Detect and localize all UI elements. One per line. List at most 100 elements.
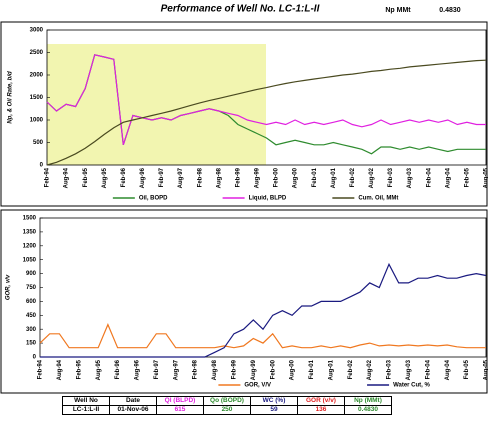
x-tick-label: Feb-94 — [45, 167, 51, 187]
plot-frame — [39, 217, 487, 358]
x-tick-label: Feb-99 — [231, 359, 237, 379]
highlight-region — [47, 44, 266, 165]
panel-frame — [0, 209, 488, 394]
x-tick-label: Aug-96 — [135, 359, 141, 380]
table-cell: 59 — [250, 405, 298, 415]
y-axis-label: GOR, v/v — [6, 274, 12, 300]
x-tick-label: Feb-96 — [121, 167, 127, 187]
table-cell: 0.4830 — [344, 405, 392, 415]
legend-label: Oil, BOPD — [139, 196, 168, 202]
x-tick-label: Feb-05 — [464, 359, 470, 379]
x-tick-label: Feb-01 — [312, 167, 318, 187]
x-tick-label: Aug-03 — [407, 167, 413, 188]
x-tick-label: Feb-04 — [426, 167, 432, 187]
x-tick-label: Feb-02 — [350, 167, 356, 187]
column-header: Qo (BOPD) — [203, 396, 251, 406]
y-tick-label: 600 — [26, 299, 37, 305]
x-tick-label: Aug-95 — [102, 167, 108, 188]
y-tick-label: 150 — [26, 341, 37, 347]
y-tick-label: 1350 — [23, 229, 37, 235]
series-line — [40, 262, 487, 358]
x-tick-label: Feb-95 — [76, 359, 82, 379]
x-tick-label: Feb-99 — [235, 167, 241, 187]
x-tick-label: Aug-94 — [57, 359, 63, 380]
y-tick-label: 1000 — [30, 118, 44, 124]
y-tick-label: 3000 — [30, 28, 44, 34]
x-tick-label: Aug-00 — [290, 359, 296, 380]
x-tick-label: Aug-03 — [406, 359, 412, 380]
legend-label: GOR, V/V — [244, 383, 271, 389]
x-tick-label: Feb-98 — [197, 167, 203, 187]
series-line — [46, 54, 486, 145]
x-tick-label: Aug-94 — [64, 167, 70, 188]
y-tick-label: 900 — [26, 271, 37, 277]
table-header: Well No Date Ql (BLPD) Qo (BOPD) WC (%) GOR (… — [62, 396, 392, 406]
table-cell: 615 — [156, 405, 204, 415]
y-tick-label: 0 — [33, 355, 37, 361]
x-tick-label: Aug-02 — [367, 359, 373, 380]
y-tick-label: 2000 — [30, 73, 44, 79]
panel-frame — [0, 21, 488, 207]
series-line — [39, 323, 486, 349]
y-tick-label: 2500 — [30, 50, 44, 56]
y-tick-label: 500 — [33, 140, 44, 146]
table-cell: 250 — [203, 405, 251, 415]
x-tick-label: Aug-97 — [173, 359, 179, 380]
table-cell: LC-1:L-II — [62, 405, 110, 415]
x-tick-label: Feb-02 — [348, 359, 354, 379]
column-header: Np (MMt) — [344, 396, 392, 406]
x-tick-label: Feb-96 — [115, 359, 121, 379]
page-title: Performance of Well No. LC-1:L-II — [161, 4, 320, 15]
x-tick-label: Aug-01 — [328, 359, 334, 380]
y-tick-label: 300 — [26, 327, 37, 333]
y-tick-label: 0 — [40, 163, 44, 169]
x-tick-label: Feb-95 — [83, 167, 89, 187]
y-tick-label: 750 — [26, 285, 37, 291]
table-cell: 01-Nov-06 — [109, 405, 157, 415]
np-label: Np MMt — [385, 7, 411, 14]
y-tick-label: 1050 — [23, 257, 37, 263]
x-tick-label: Aug-98 — [216, 167, 222, 188]
np-value: 0.4830 — [439, 7, 461, 14]
x-tick-label: Feb-94 — [38, 359, 44, 379]
x-tick-label: Feb-97 — [159, 167, 165, 187]
y-tick-label: 1500 — [23, 216, 37, 222]
x-tick-label: Aug-96 — [140, 167, 146, 188]
x-tick-label: Aug-98 — [212, 359, 218, 380]
x-tick-label: Feb-00 — [270, 359, 276, 379]
x-tick-label: Aug-05 — [484, 167, 488, 188]
legend-label: Cum. Oil, MMt — [358, 196, 398, 202]
x-tick-label: Aug-95 — [96, 359, 102, 380]
x-tick-label: Feb-05 — [464, 167, 470, 187]
x-tick-label: Feb-01 — [309, 359, 315, 379]
x-tick-label: Aug-04 — [445, 359, 451, 380]
x-tick-label: Aug-99 — [251, 359, 257, 380]
x-tick-label: Aug-01 — [331, 167, 337, 188]
x-tick-label: Aug-00 — [293, 167, 299, 188]
x-tick-label: Feb-04 — [425, 359, 431, 379]
legend-label: Water Cut, % — [393, 383, 430, 389]
table-cell: 136 — [297, 405, 345, 415]
x-tick-label: Aug-05 — [484, 359, 488, 380]
y-axis-label: Np, & Oil Rate, b/d — [8, 71, 14, 124]
column-header: GOR (v/v) — [297, 396, 345, 406]
column-header: WC (%) — [250, 396, 298, 406]
x-tick-label: Feb-03 — [388, 167, 394, 187]
x-tick-label: Aug-02 — [369, 167, 375, 188]
column-header: Ql (BLPD) — [156, 396, 204, 406]
summary-table: Well No Date Ql (BLPD) Qo (BOPD) WC (%) GOR (… — [62, 396, 392, 415]
x-tick-label: Feb-98 — [193, 359, 199, 379]
x-tick-label: Aug-99 — [255, 167, 261, 188]
x-tick-label: Aug-04 — [445, 167, 451, 188]
series-line — [46, 59, 487, 166]
table-row: LC-1:L-II 01-Nov-06 615 250 59 136 0.4830 — [62, 405, 392, 415]
column-header: Date — [109, 396, 157, 406]
x-tick-label: Feb-97 — [154, 359, 160, 379]
y-tick-label: 450 — [26, 313, 37, 319]
x-tick-label: Feb-00 — [274, 167, 280, 187]
x-tick-label: Feb-03 — [387, 359, 393, 379]
y-tick-label: 1500 — [30, 95, 44, 101]
x-tick-label: Aug-97 — [178, 167, 184, 188]
